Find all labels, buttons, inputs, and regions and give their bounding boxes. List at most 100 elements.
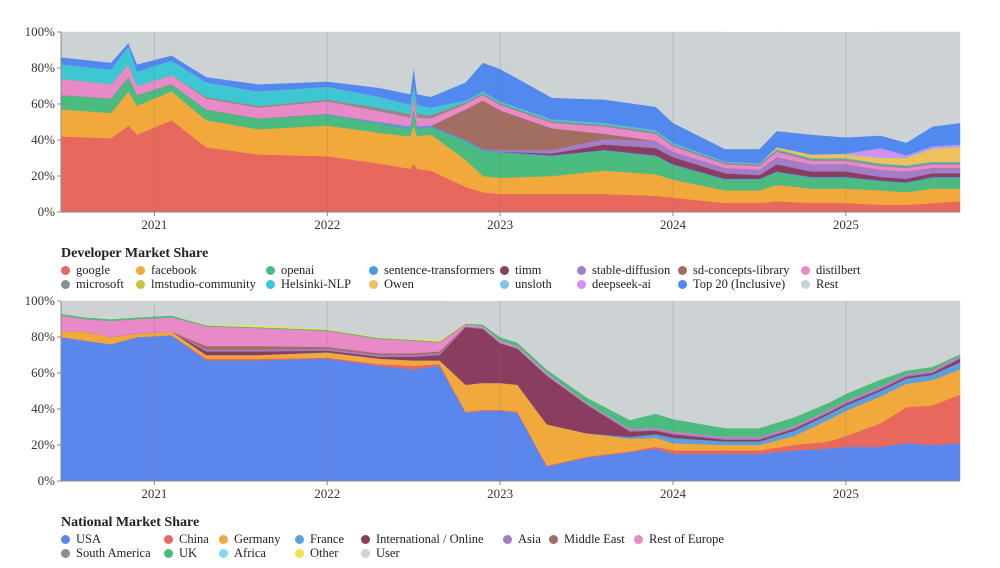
area-rest — [60, 31, 961, 150]
legend-item-top-20-inclusive[interactable]: Top 20 (Inclusive) — [678, 277, 801, 291]
legend-item-germany[interactable]: Germany — [219, 532, 295, 546]
legend-item-south-america[interactable]: South America — [61, 546, 164, 560]
legend-swatch — [801, 265, 810, 275]
legend-swatch — [61, 265, 70, 275]
legend-item-sd-concepts-library[interactable]: sd-concepts-library — [678, 263, 801, 277]
legend-label: google — [76, 263, 111, 277]
legend-label: deepseek-ai — [592, 277, 651, 291]
legend-item-china[interactable]: China — [164, 532, 219, 546]
x-tick-label: 2023 — [487, 486, 513, 501]
x-tick-label: 2022 — [314, 217, 340, 232]
legend-item-facebook[interactable]: facebook — [136, 263, 266, 277]
national-legend-items: USA China Germany France International / Onl… — [61, 532, 734, 560]
legend-label: France — [310, 532, 345, 546]
legend-swatch — [577, 279, 586, 289]
legend-item-france[interactable]: France — [295, 532, 361, 546]
legend-swatch — [577, 265, 586, 275]
y-tick-label: 100% — [25, 293, 56, 308]
national-chart-title: National Market Share — [61, 515, 200, 530]
area-user — [60, 300, 961, 429]
legend-item-africa[interactable]: Africa — [219, 546, 295, 560]
legend-label: sentence-transformers — [384, 263, 495, 277]
legend-item-usa[interactable]: USA — [61, 532, 164, 546]
legend-swatch — [219, 548, 228, 558]
legend-label: Germany — [234, 532, 281, 546]
legend-swatch — [295, 534, 304, 544]
legend-item-timm[interactable]: timm — [500, 263, 577, 277]
y-tick-label: 80% — [31, 329, 55, 344]
legend-swatch — [164, 534, 173, 544]
legend-label: lmstudio-community — [151, 277, 256, 291]
legend-item-stable-diffusion[interactable]: stable-diffusion — [577, 263, 678, 277]
legend-label: facebook — [151, 263, 197, 277]
y-tick-label: 40% — [31, 132, 55, 147]
legend-label: Africa — [234, 546, 266, 560]
legend-item-openai[interactable]: openai — [266, 263, 369, 277]
legend-label: Owen — [384, 277, 414, 291]
y-tick-label: 80% — [31, 60, 55, 75]
legend-item-other[interactable]: Other — [295, 546, 361, 560]
national-legend: National Market Share USA China Germany Fra… — [61, 515, 734, 560]
legend-swatch — [61, 534, 70, 544]
developer-chart-title: Developer Market Share — [61, 246, 209, 261]
y-tick-label: 0% — [38, 204, 56, 219]
legend-swatch — [678, 265, 687, 275]
legend-item-uk[interactable]: UK — [164, 546, 219, 560]
x-tick-label: 2021 — [141, 486, 167, 501]
y-tick-label: 40% — [31, 401, 55, 416]
legend-item-middle-east[interactable]: Middle East — [549, 532, 634, 546]
legend-label: sd-concepts-library — [693, 263, 790, 277]
legend-item-asia[interactable]: Asia — [503, 532, 549, 546]
legend-item-microsoft[interactable]: microsoft — [61, 277, 136, 291]
developer-market-share-chart: 0% 20% 40% 60% 80% 100% 2021 2022 2023 2024 2025 — [25, 24, 961, 232]
legend-label: Asia — [518, 532, 541, 546]
y-tick-label: 60% — [31, 96, 55, 111]
legend-item-lmstudio-community[interactable]: lmstudio-community — [136, 277, 266, 291]
legend-item-sentence-transformers[interactable]: sentence-transformers — [369, 263, 500, 277]
legend-swatch — [295, 548, 304, 558]
legend-label: China — [179, 532, 209, 546]
legend-label: Rest of Europe — [649, 532, 724, 546]
x-tick-label: 2021 — [141, 217, 167, 232]
legend-item-helsinki-nlp[interactable]: Helsinki-NLP — [266, 277, 369, 291]
legend-label: User — [376, 546, 400, 560]
legend-item-owen[interactable]: Owen — [369, 277, 500, 291]
legend-swatch — [61, 548, 70, 558]
legend-label: openai — [281, 263, 315, 277]
legend-label: USA — [76, 532, 102, 546]
legend-swatch — [500, 279, 509, 289]
developer-legend: Developer Market Share google facebook ope… — [61, 246, 891, 291]
legend-item-user[interactable]: User — [361, 546, 503, 560]
legend-swatch — [500, 265, 509, 275]
legend-item-rest-of-europe[interactable]: Rest of Europe — [634, 532, 734, 546]
legend-swatch — [361, 534, 370, 544]
legend-swatch — [61, 279, 70, 289]
legend-swatch — [219, 534, 228, 544]
developer-legend-items: google facebook openai sentence-transformer… — [61, 263, 891, 291]
x-tick-label: 2024 — [660, 486, 687, 501]
legend-label: microsoft — [76, 277, 124, 291]
legend-item-distilbert[interactable]: distilbert — [801, 263, 891, 277]
legend-item-international-online[interactable]: International / Online — [361, 532, 503, 546]
legend-item-rest[interactable]: Rest — [801, 277, 891, 291]
x-tick-label: 2024 — [660, 217, 687, 232]
legend-label: UK — [179, 546, 198, 560]
x-tick-label: 2022 — [314, 486, 340, 501]
legend-swatch — [634, 534, 643, 544]
legend-swatch — [801, 279, 810, 289]
legend-label: unsloth — [515, 277, 552, 291]
legend-item-deepseek-ai[interactable]: deepseek-ai — [577, 277, 678, 291]
legend-label: Helsinki-NLP — [281, 277, 352, 291]
legend-label: Rest — [816, 277, 839, 291]
legend-swatch — [136, 265, 145, 275]
series-areas — [60, 300, 961, 482]
legend-item-google[interactable]: google — [61, 263, 136, 277]
legend-label: Other — [310, 546, 339, 560]
y-tick-label: 20% — [31, 437, 55, 452]
legend-swatch — [369, 279, 378, 289]
legend-label: South America — [76, 546, 151, 560]
legend-swatch — [361, 548, 370, 558]
legend-label: timm — [515, 263, 542, 277]
legend-item-unsloth[interactable]: unsloth — [500, 277, 577, 291]
legend-swatch — [266, 279, 275, 289]
